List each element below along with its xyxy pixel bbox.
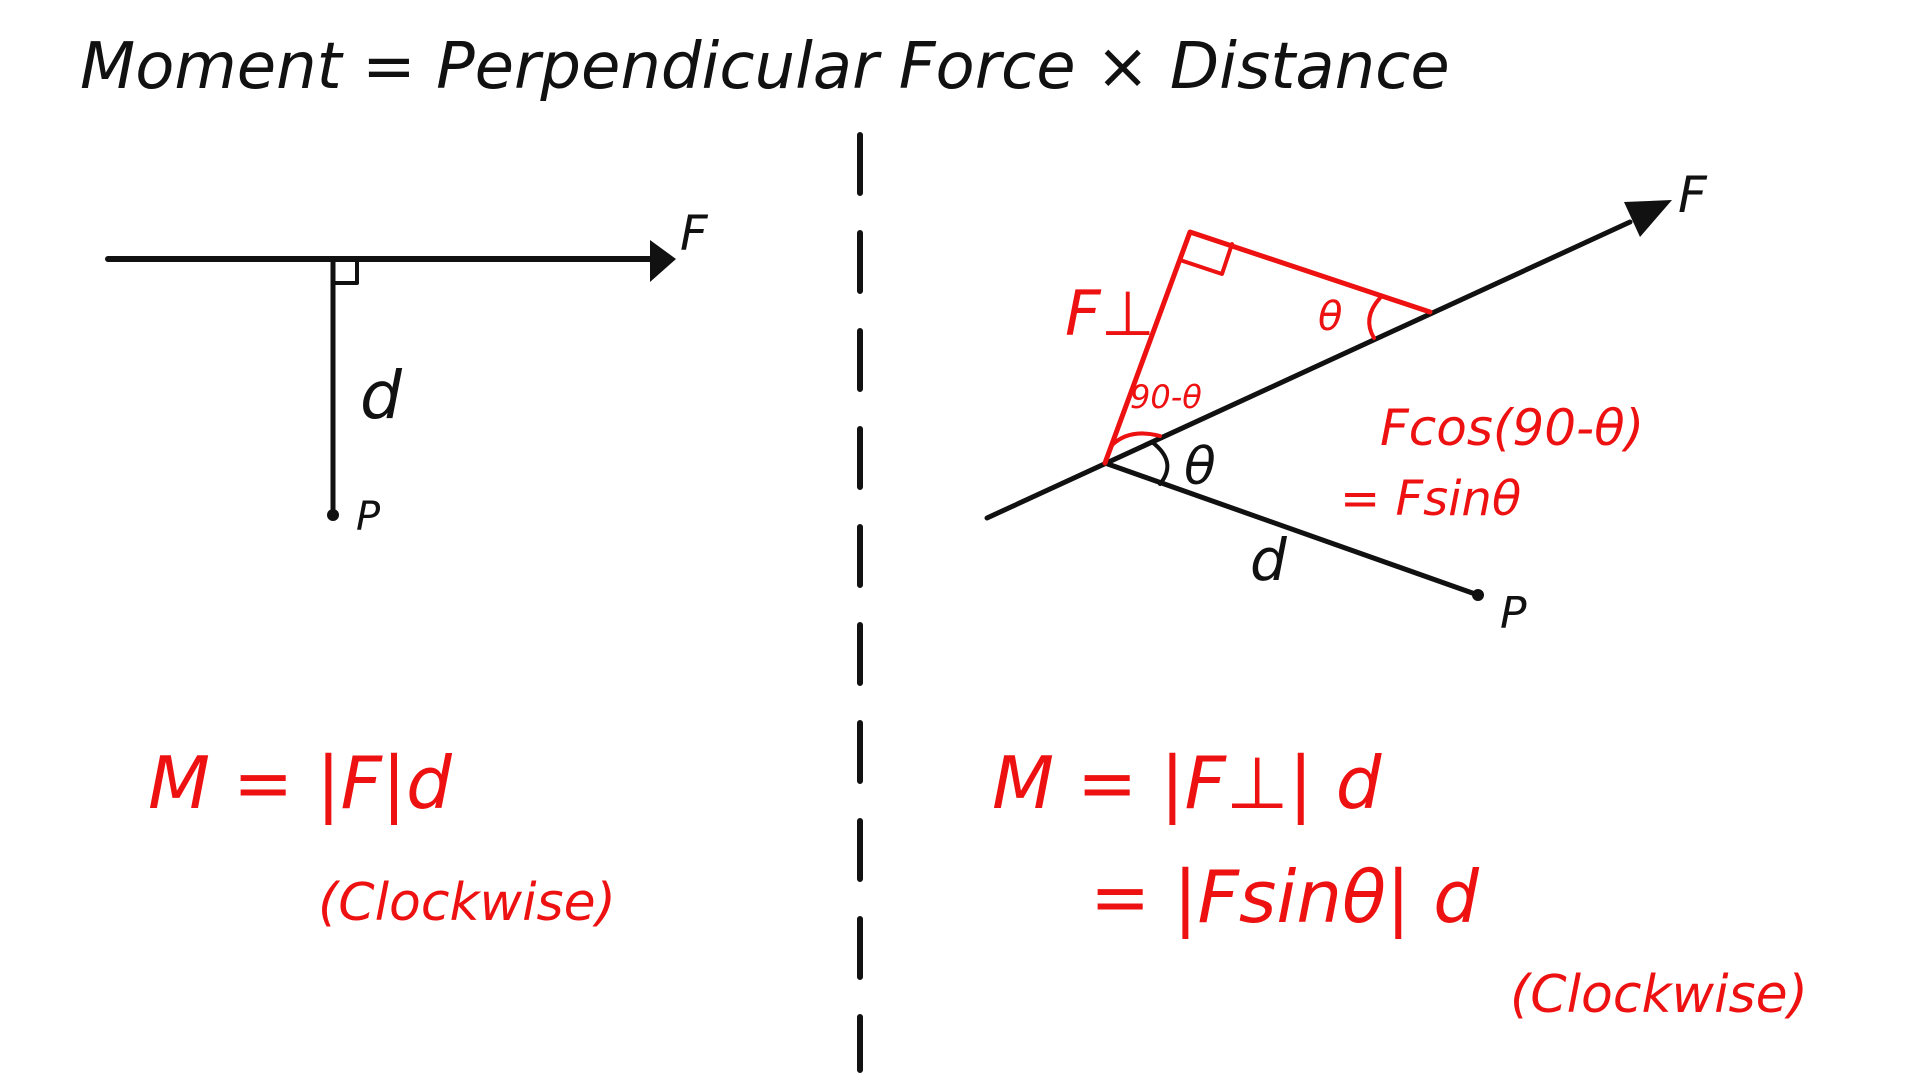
left-force-label: F — [680, 206, 709, 262]
right-force-arrowhead — [1624, 200, 1672, 237]
page-title: Moment = Perpendicular Force × Distance — [80, 30, 1450, 104]
right-theta-arc — [1150, 440, 1170, 486]
right-angle-marker-red — [1178, 242, 1234, 276]
theta-top-label: θ — [1318, 294, 1342, 340]
right-formula-line-1: M = |F⊥| d — [992, 741, 1383, 826]
complement-angle-label: 90-θ — [1130, 378, 1202, 416]
left-right-angle-marker — [331, 257, 359, 285]
left-formula: M = |F|d — [148, 741, 453, 826]
right-force-line — [984, 219, 1633, 521]
perp-force-label: F⊥ — [1065, 277, 1155, 350]
right-pivot-point — [1472, 589, 1484, 601]
right-force-label: F — [1678, 166, 1708, 224]
right-theta-pivot-label: θ — [1184, 437, 1216, 497]
right-direction: (Clockwise) — [1510, 965, 1808, 1025]
right-point-label: P — [1500, 588, 1527, 639]
left-direction: (Clockwise) — [318, 873, 616, 933]
left-pivot-point — [327, 509, 339, 521]
component-line-2: = Fsinθ — [1340, 471, 1521, 527]
left-distance-label: d — [360, 357, 403, 434]
component-line-1: Fcos(90-θ) — [1380, 399, 1644, 457]
perpendicular-component-triangle — [1102, 229, 1433, 466]
theta-top-arc — [1367, 296, 1382, 340]
right-diagram: F P d θ F⊥ θ 90-θ Fcos(90-θ) = Fsinθ M =… — [984, 166, 1808, 1025]
left-diagram: F P d M = |F|d (Clockwise) — [105, 206, 709, 933]
left-force-arrowhead — [650, 240, 676, 282]
right-distance-label: d — [1250, 526, 1288, 594]
right-distance-line — [1102, 460, 1481, 598]
complement-angle-arc — [1110, 431, 1162, 447]
right-formula-line-2: = |Fsinθ| d — [1090, 855, 1480, 940]
left-point-label: P — [356, 494, 381, 540]
